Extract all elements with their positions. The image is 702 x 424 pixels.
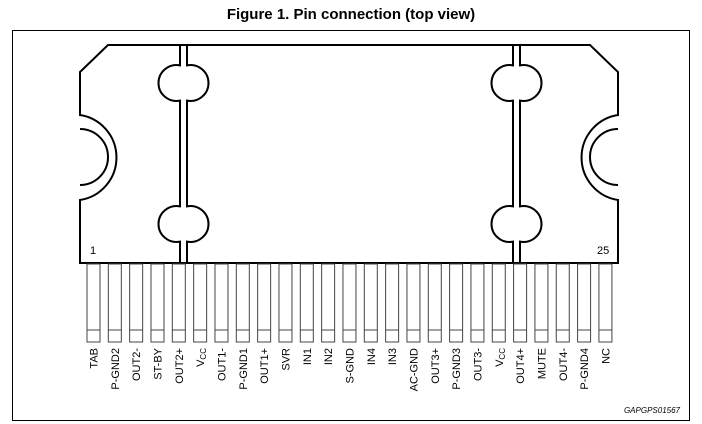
pin-lead: [406, 263, 421, 343]
pin-lead: [385, 263, 400, 343]
pin: P-GND1: [235, 263, 250, 390]
pin-lead: [363, 263, 378, 343]
pin-lead: [214, 263, 229, 343]
pin-label: IN1: [302, 348, 314, 365]
pin: IN1: [299, 263, 314, 365]
pin-label: S-GND: [344, 348, 356, 384]
pin-label: OUT3-: [472, 348, 484, 381]
pin: IN4: [363, 263, 378, 365]
pin-lead: [171, 263, 186, 343]
pin-label: OUT2+: [174, 348, 186, 384]
pin-label: AC-GND: [408, 348, 420, 391]
pin-label: IN4: [366, 348, 378, 365]
left-mounting-hole: [79, 128, 109, 186]
pin-lead: [107, 263, 122, 343]
pin-label: IN2: [323, 348, 335, 365]
heatsink-slot: [157, 45, 210, 263]
pin: OUT3+: [427, 263, 442, 384]
pin-label: P-GND2: [110, 348, 122, 390]
pin-label: OUT2-: [131, 348, 143, 381]
pin: NC: [598, 263, 613, 364]
pin-label: P-GND1: [238, 348, 250, 390]
pin-lead: [513, 263, 528, 343]
pin: VCC: [491, 263, 507, 367]
pin-label: SVR: [280, 348, 292, 371]
figure-frame: [12, 30, 690, 421]
pin: P-GND4: [577, 263, 592, 390]
pin-label: MUTE: [536, 348, 548, 379]
right-mounting-hole: [589, 128, 619, 186]
pin: IN2: [321, 263, 336, 365]
pin-label: OUT4-: [558, 348, 570, 381]
pin: IN3: [385, 263, 400, 365]
pin-label: OUT1+: [259, 348, 271, 384]
pin: ST-BY: [150, 263, 165, 380]
pin-lead: [555, 263, 570, 343]
pin: VCC: [193, 263, 208, 367]
pin-label: OUT3+: [430, 348, 442, 384]
figure-code: GAPGPS01567: [624, 406, 681, 415]
pin: P-GND2: [107, 263, 122, 390]
pin-25-number: 25: [597, 245, 609, 257]
pin: P-GND3: [449, 263, 464, 390]
pin-1-number: 1: [90, 245, 96, 257]
pin-lead: [193, 263, 208, 343]
package-body: [79, 44, 619, 264]
pin-lead: [427, 263, 442, 343]
pin: OUT3-: [470, 263, 485, 381]
pin-label: IN3: [387, 348, 399, 365]
heatsink-slot: [490, 45, 543, 263]
pin: OUT2-: [129, 263, 144, 381]
pin-label: P-GND4: [579, 348, 591, 390]
pin-lead: [150, 263, 165, 343]
pin-label: VCC: [195, 348, 208, 367]
pin-lead: [491, 263, 506, 343]
pin: OUT4-: [555, 263, 570, 381]
pin-lead: [299, 263, 314, 343]
pin-label: NC: [600, 348, 612, 364]
pin-lead: [86, 263, 101, 343]
pin: OUT4+: [513, 263, 528, 384]
pin-lead: [342, 263, 357, 343]
pin-lead: [321, 263, 336, 343]
pin-label: P-GND3: [451, 348, 463, 390]
pin-label: OUT4+: [515, 348, 527, 384]
pin: OUT1+: [257, 263, 272, 384]
pin-lead: [235, 263, 250, 343]
pin-label: TAB: [89, 348, 101, 369]
pin-lead: [257, 263, 272, 343]
pin-lead: [577, 263, 592, 343]
figure-title: Figure 1. Pin connection (top view): [226, 6, 476, 23]
pin: OUT2+: [171, 263, 186, 384]
pin: SVR: [278, 263, 293, 371]
pin-lead: [598, 263, 613, 343]
pin-lead: [278, 263, 293, 343]
pin: OUT1-: [214, 263, 229, 381]
pin-label: OUT1-: [216, 348, 228, 381]
pin-label: VCC: [494, 348, 507, 367]
pin-lead: [534, 263, 549, 343]
pin: MUTE: [534, 263, 549, 379]
pin-lead: [129, 263, 144, 343]
pin-lead: [449, 263, 464, 343]
pin-label: ST-BY: [152, 347, 164, 379]
pin: AC-GND: [406, 263, 421, 391]
pin: S-GND: [342, 263, 357, 384]
pin: TAB: [86, 263, 101, 369]
pin-lead: [470, 263, 485, 343]
